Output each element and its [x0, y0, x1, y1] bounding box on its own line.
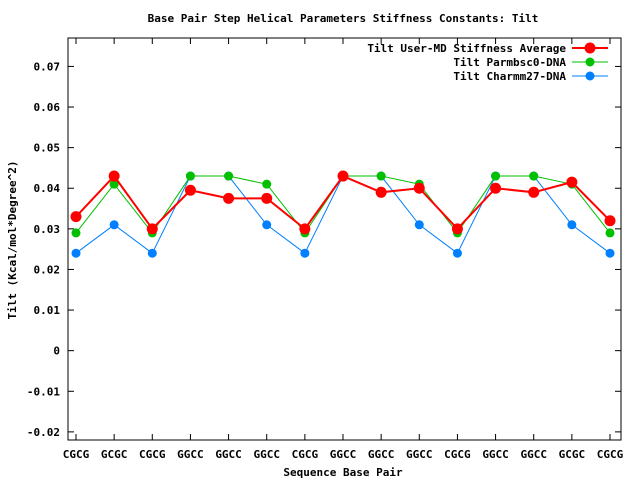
data-point [262, 179, 272, 189]
x-tick-label: GGCC [368, 448, 395, 461]
x-tick-label: GCGC [101, 448, 128, 461]
series-layer [70, 170, 616, 258]
data-point [604, 215, 616, 227]
data-point [414, 220, 424, 230]
data-point [337, 170, 349, 182]
data-point [71, 228, 81, 238]
x-tick-label: CGCG [63, 448, 90, 461]
data-point [605, 248, 615, 258]
data-point [376, 171, 386, 181]
legend-marker [585, 57, 595, 67]
plot-area-frame [67, 37, 622, 441]
x-tick-label: GCGC [559, 448, 586, 461]
data-point [529, 171, 539, 181]
y-axis-label: Tilt (Kcal/mol*Degree^2) [6, 161, 19, 320]
data-point [299, 223, 311, 235]
data-point [108, 170, 120, 182]
x-tick-label: GGCC [406, 448, 433, 461]
x-tick-label: CGCG [139, 448, 166, 461]
x-tick-label: GGCC [253, 448, 280, 461]
data-point [224, 171, 234, 181]
y-tick-label: 0.01 [34, 304, 61, 317]
data-point [223, 192, 235, 204]
y-tick-label: 0.03 [34, 223, 61, 236]
x-tick-label: CGCG [292, 448, 319, 461]
data-point [567, 220, 577, 230]
y-tick-label: 0.06 [34, 101, 61, 114]
data-point [109, 179, 119, 189]
y-tick-label: 0.07 [34, 60, 61, 73]
x-axis: CGCG GCGC CGCG GGCC GGCC GGCC CGCG GGCC GGCC GGCC… [63, 38, 624, 461]
data-point [452, 248, 462, 258]
chart-title: Base Pair Step Helical Parameters Stiffn… [148, 12, 539, 25]
data-point [261, 192, 273, 204]
legend-label: Tilt Charmm27-DNA [453, 70, 566, 83]
series-line [75, 175, 611, 254]
data-point [605, 228, 615, 238]
data-point [184, 184, 196, 196]
x-tick-label: GGCC [482, 448, 509, 461]
data-point [375, 186, 387, 198]
data-point [566, 176, 578, 188]
data-point [71, 248, 81, 258]
x-axis-label: Sequence Base Pair [283, 466, 403, 479]
x-tick-label: GGCC [215, 448, 242, 461]
data-point [147, 248, 157, 258]
legend-label: Tilt Parmbsc0-DNA [453, 56, 566, 69]
data-point [109, 220, 119, 230]
x-tick-label: GGCC [520, 448, 547, 461]
x-tick-label: CGCG [444, 448, 471, 461]
series-3 [71, 171, 615, 258]
series-1 [70, 170, 616, 235]
data-point [490, 182, 502, 194]
data-point [262, 220, 272, 230]
y-tick-label: 0.04 [34, 182, 61, 195]
x-tick-label: GGCC [177, 448, 204, 461]
data-point [146, 223, 158, 235]
y-tick-label: 0.05 [34, 142, 61, 155]
y-tick-label: 0.02 [34, 263, 61, 276]
y-tick-label: -0.01 [27, 385, 60, 398]
legend-marker [584, 42, 596, 54]
legend-label: Tilt User-MD Stiffness Average [367, 42, 566, 55]
data-point [185, 171, 195, 181]
data-point [491, 171, 501, 181]
x-tick-label: GGCC [330, 448, 357, 461]
series-line [75, 174, 611, 231]
data-point [413, 182, 425, 194]
y-tick-label: 0 [53, 345, 60, 358]
data-point [300, 248, 310, 258]
data-point [70, 211, 82, 223]
y-axis: 0.07 0.06 0.05 0.04 0.03 0.02 0.01 0 -0.01 -0.02 [27, 60, 621, 439]
data-point [528, 186, 540, 198]
data-point [451, 223, 463, 235]
y-tick-label: -0.02 [27, 426, 60, 439]
legend-marker [585, 71, 595, 81]
x-tick-label: CGCG [597, 448, 624, 461]
